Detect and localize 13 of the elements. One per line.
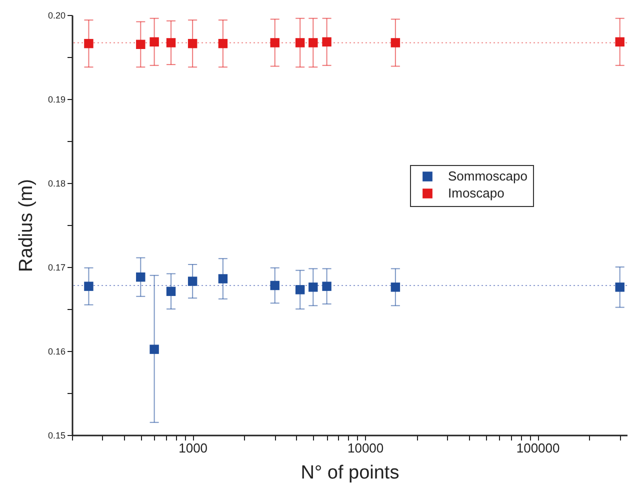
y-tick-label: 0.18 (48, 178, 66, 188)
x-axis-title: N° of points (300, 462, 400, 484)
y-tick-label: 0.19 (48, 94, 66, 104)
y-tick-label: 0.17 (48, 262, 66, 272)
legend-label: Sommoscapo (448, 168, 528, 184)
x-tick-label: 10000 (347, 440, 384, 456)
y-tick-label: 0.15 (48, 430, 66, 440)
x-tick-label: 1000 (178, 440, 208, 456)
y-axis-title: Radius (m) (16, 179, 37, 272)
y-tick-label: 0.20 (48, 10, 66, 20)
x-tick-label: 100000 (516, 440, 560, 456)
y-tick-label: 0.16 (48, 346, 66, 356)
legend-label: Imoscapo (448, 186, 504, 200)
